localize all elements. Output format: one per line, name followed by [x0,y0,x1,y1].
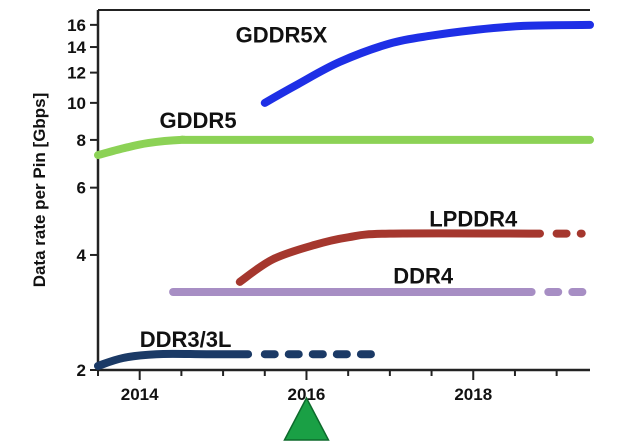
y-tick-label: 4 [77,246,87,265]
series-line-gddr5x [260,20,594,107]
annotation-layer [283,396,330,441]
y-tick-label: 10 [67,94,86,113]
series-label-lpddr4: LPDDR4 [429,206,518,231]
y-tick-label: 12 [67,64,86,83]
series-label-gddr5x: GDDR5X [236,22,328,47]
x-tick-label: 2018 [454,385,492,404]
x-tick-label: 2014 [121,385,159,404]
y-tick-label: 16 [67,16,86,35]
series-label-ddr4: DDR4 [393,263,454,288]
triangle-marker [283,396,330,441]
y-tick-label: 6 [77,179,86,198]
axes: 2 4 6 8 10 12 14 16 2014 2016 2018 [67,9,590,404]
labels-layer: GDDR5X GDDR5 LPDDR4 DDR4 DDR3/3L [140,22,518,351]
series-gddr5 [94,135,594,160]
series-line-lpddr4 [235,229,544,286]
series-line-ddr3-3l [94,349,253,370]
series-layer [94,20,594,370]
series-line-gddr5 [94,135,594,160]
y-tick-label: 8 [77,131,86,150]
series-lpddr4 [235,229,586,286]
series-label-gddr5: GDDR5 [160,108,237,133]
series-gddr5x [260,20,594,107]
y-axis-label: Data rate per Pin [Gbps] [30,93,49,288]
series-ddr3-3l [94,349,378,370]
y-tick-label: 2 [77,361,86,380]
y-tick-label: 14 [67,38,86,57]
x-tick-label: 2016 [288,385,326,404]
series-label-ddr3-3l: DDR3/3L [140,327,232,352]
